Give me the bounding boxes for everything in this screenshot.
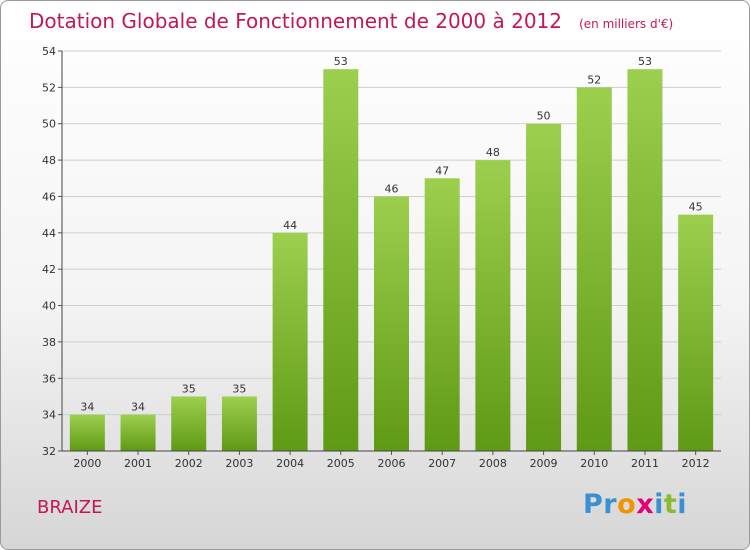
data-label-2011: 53 xyxy=(638,55,652,68)
data-label-2006: 46 xyxy=(385,182,399,195)
bar-2004 xyxy=(272,232,308,451)
x-tick-label: 2005 xyxy=(327,457,355,470)
data-labels: 34 34 35 35 44 53 46 47 48 50 52 53 45 xyxy=(80,55,702,413)
x-tick-label: 2004 xyxy=(276,457,304,470)
chart-title: Dotation Globale de Fonctionnement de 20… xyxy=(29,9,562,33)
x-tick-label: 2012 xyxy=(682,457,710,470)
y-tick-label: 32 xyxy=(42,445,56,458)
data-label-2004: 44 xyxy=(283,219,297,232)
x-tick-labels: 2000 2001 2002 2003 2004 2005 2006 2007 2008 2009… xyxy=(73,457,709,470)
data-label-2012: 45 xyxy=(689,201,703,214)
bar-2008 xyxy=(475,160,511,451)
data-label-2010: 52 xyxy=(587,73,601,86)
bar-2012 xyxy=(678,214,714,451)
commune-name: BRAIZE xyxy=(37,497,103,518)
x-tick-label: 2007 xyxy=(428,457,456,470)
y-tick-label: 36 xyxy=(42,372,56,385)
bar-2007 xyxy=(424,178,460,452)
x-tick-label: 2001 xyxy=(124,457,152,470)
data-label-2008: 48 xyxy=(486,146,500,159)
bar-2009 xyxy=(526,123,562,452)
bar-2011 xyxy=(627,69,663,451)
axes xyxy=(61,51,721,452)
y-tick-label: 54 xyxy=(42,45,56,58)
y-tick-label: 40 xyxy=(42,300,56,313)
y-tick-label: 52 xyxy=(42,81,56,94)
bar-2006 xyxy=(374,196,409,451)
data-label-2007: 47 xyxy=(435,164,449,177)
bar-2001 xyxy=(120,414,156,451)
x-tick-label: 2009 xyxy=(530,457,558,470)
data-label-2005: 53 xyxy=(334,55,348,68)
bars xyxy=(69,69,714,452)
y-tick-label: 48 xyxy=(42,154,56,167)
x-tick-label: 2006 xyxy=(378,457,406,470)
x-tick-label: 2000 xyxy=(73,457,101,470)
y-tick-label: 50 xyxy=(42,118,56,131)
x-tick-label: 2003 xyxy=(225,457,253,470)
proxiti-logo[interactable]: Proxiti xyxy=(583,489,688,520)
bar-2005 xyxy=(323,69,359,451)
y-tick-label: 34 xyxy=(42,409,56,422)
bar-2000 xyxy=(69,414,105,451)
x-tick-label: 2010 xyxy=(580,457,608,470)
y-tick-label: 38 xyxy=(42,336,56,349)
x-tick-label: 2011 xyxy=(631,457,659,470)
data-label-2003: 35 xyxy=(232,382,246,395)
data-label-2001: 34 xyxy=(131,401,145,414)
y-tick-labels: 32 34 36 38 40 42 44 46 48 50 52 54 xyxy=(42,45,56,458)
x-tick-label: 2002 xyxy=(175,457,203,470)
y-tick-label: 46 xyxy=(42,190,56,203)
y-tick-label: 44 xyxy=(42,227,56,240)
chart-unit: (en milliers d'€) xyxy=(579,17,674,31)
y-tick-label: 42 xyxy=(42,263,56,276)
bar-2002 xyxy=(171,396,207,451)
data-label-2002: 35 xyxy=(182,382,196,395)
x-tick-label: 2008 xyxy=(479,457,507,470)
data-label-2000: 34 xyxy=(80,401,94,414)
title-line: Dotation Globale de Fonctionnement de 20… xyxy=(29,9,673,33)
data-label-2009: 50 xyxy=(537,110,551,123)
bar-2010 xyxy=(576,87,612,451)
bar-2003 xyxy=(221,396,257,451)
